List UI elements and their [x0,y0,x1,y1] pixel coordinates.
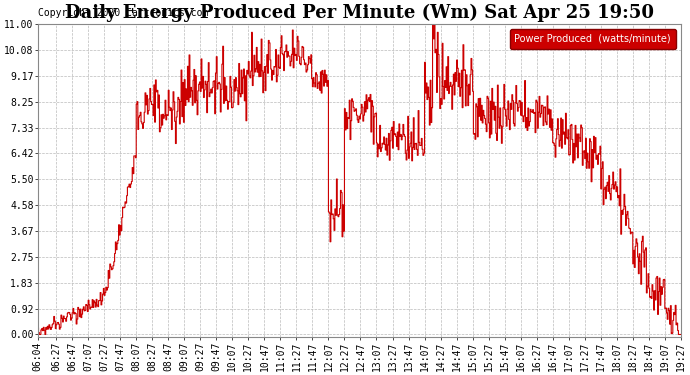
Text: Copyright 2020 Cartronics.com: Copyright 2020 Cartronics.com [38,8,208,18]
Legend: Power Produced  (watts/minute): Power Produced (watts/minute) [510,29,676,48]
Title: Daily Energy Produced Per Minute (Wm) Sat Apr 25 19:50: Daily Energy Produced Per Minute (Wm) Sa… [65,4,653,22]
